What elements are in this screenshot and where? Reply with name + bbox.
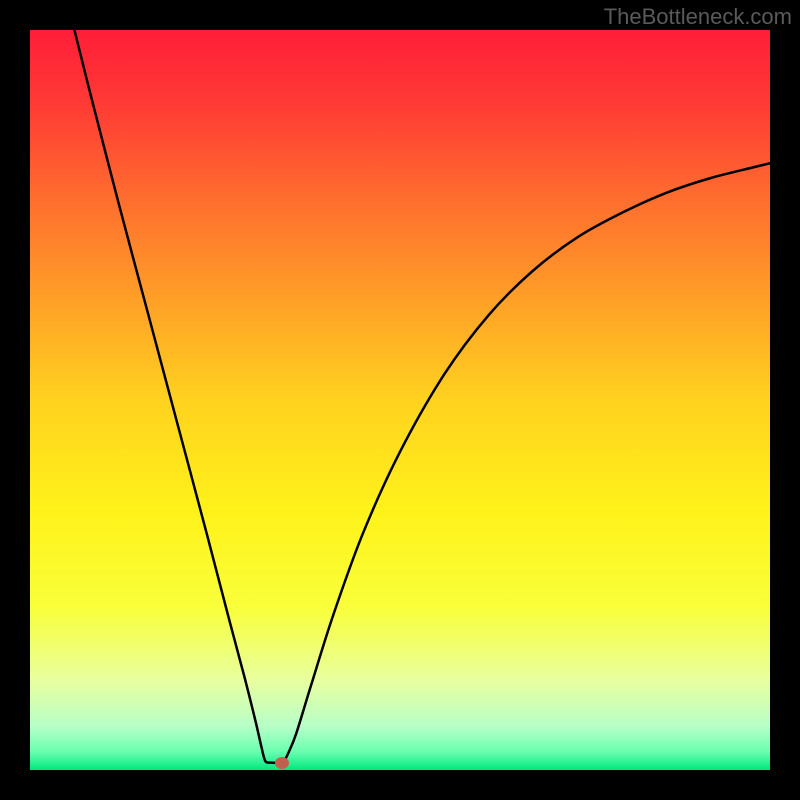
bottleneck-curve xyxy=(30,30,770,770)
optimal-point-marker xyxy=(275,757,289,769)
chart-container: TheBottleneck.com xyxy=(0,0,800,800)
plot-area xyxy=(30,30,770,770)
watermark-text: TheBottleneck.com xyxy=(604,4,792,30)
